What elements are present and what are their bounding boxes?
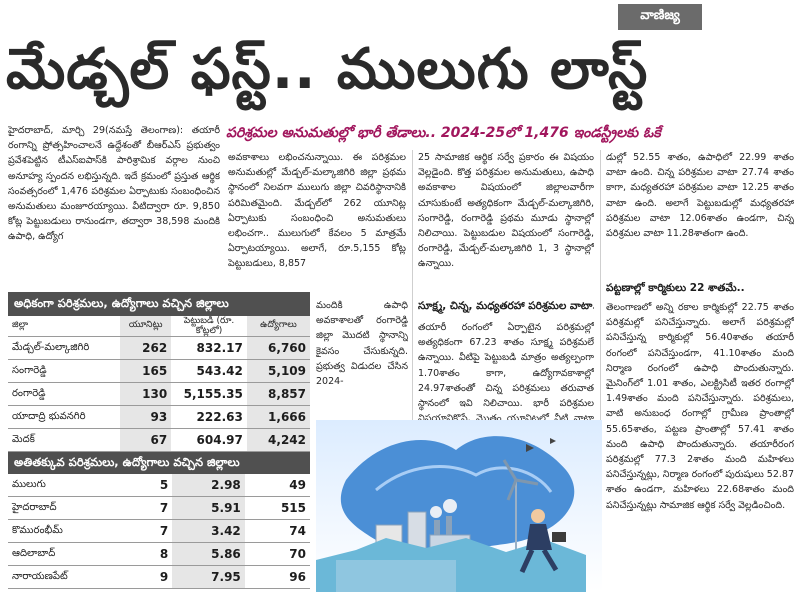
jobs-value: 49 [244,474,310,497]
units-value: 9 [123,565,173,589]
column-divider [600,150,601,590]
investment-value: 7.95 [172,565,245,589]
column-header-jobs: ఉద్యోగాలు [246,316,310,337]
businessman-figure [519,509,566,574]
district-name: కొమురంభీమ్ [8,519,124,543]
column-header-units: యూనిట్లు [120,316,172,337]
table-row: నారాయణపేట్ 9 7.95 96 [8,565,310,589]
district-name: సంగారెడ్డి [8,359,121,383]
column-header-district: జిల్లా [8,316,121,337]
investment-value: 5.91 [172,496,245,520]
section-heading-workers: పట్టణాల్లో కార్మికులు 22 శాతమే.. [606,282,745,294]
table-row: మేడ్చల్-మల్కాజిగిరి 262 832.17 6,760 [8,336,310,360]
table-row: సంగారెడ్డి 165 543.42 5,109 [8,359,310,383]
article-column-1: హైదరాబాద్, మార్చి 29(నమస్తే తెలంగాణ): తయ… [8,125,220,243]
table-row: ఆదిలాబాద్ 8 5.86 70 [8,542,310,566]
units-value: 67 [120,428,172,452]
article-column-3: 25 సామాజిక ఆర్థిక సర్వే ప్రకారం ఈ విషయం … [418,152,594,270]
district-name: మేడ్చల్-మల్కాజిగిరి [8,336,121,360]
investment-value: 222.63 [171,405,247,429]
column-divider [412,150,413,420]
investment-value: 604.97 [171,428,247,452]
district-name: హైదరాబాద్ [8,496,124,520]
article-column-2: అవకాశాలు లభించనున్నాయి. ఈ పరిశ్రమల అనుమత… [228,152,406,270]
district-name: మెదక్ [8,428,121,452]
investment-value: 2.98 [172,474,245,497]
investment-value: 5,155.35 [171,382,247,406]
headline: మేడ్చల్ ఫస్ట్.. ములుగు లాస్ట్ [6,37,649,102]
industry-illustration-graphic [316,420,602,592]
investment-value: 543.42 [171,359,247,383]
jobs-value: 4,242 [246,428,310,452]
jobs-value: 74 [244,519,310,543]
district-name: యాదాద్రి భువనగిరి [8,405,121,429]
subheadline: పరిశ్రమల అనుమతుల్లో భారీ తేడాలు.. 2024-2… [226,125,661,141]
district-name: ములుగు [8,474,124,497]
jobs-value: 96 [244,565,310,589]
bottom-districts-table-block: అతితక్కువ పరిశ్రమలు, ఉద్యోగాలు వచ్చిన జి… [8,452,310,589]
units-value: 130 [120,382,172,406]
table-row: హైదరాబాద్ 7 5.91 515 [8,496,310,520]
section-heading-msme: సూక్ష్మ, చిన్న, మధ్యతరహా పరిశ్రమల వాటా.. [418,300,594,312]
article-column-4: డుల్లో 52.55 శాతం, ఉపాధిలో 22.99 శాతం వా… [606,152,794,240]
units-value: 7 [123,496,173,520]
jobs-value: 515 [244,496,310,520]
table-row: కొమురంభీమ్ 7 3.42 74 [8,519,310,543]
article-column-2-continued: మందికి ఉపాధి అవకాశాలతో రంగారెడ్డి జిల్లా… [316,300,408,388]
bottom-districts-table-title: అతితక్కువ పరిశ్రమలు, ఉద్యోగాలు వచ్చిన జి… [8,452,310,474]
jobs-value: 5,109 [246,359,310,383]
column-header-investment: పెట్టుబడి (రూ. కోట్లలో) [171,316,247,337]
top-districts-table: జిల్లా యూనిట్లు పెట్టుబడి (రూ. కోట్లలో) … [8,316,310,452]
jobs-value: 70 [244,542,310,566]
investment-value: 832.17 [171,336,247,360]
investment-value: 3.42 [172,519,245,543]
district-name: నారాయణపేట్ [8,565,124,589]
units-value: 5 [123,474,173,497]
table-header-row: జిల్లా యూనిట్లు పెట్టుబడి (రూ. కోట్లలో) … [8,316,310,337]
district-name: రంగారెడ్డి [8,382,121,406]
article-column-4-continued: తెలంగాణలో అన్ని రకాల కార్మికుల్లో 22.75 … [606,302,794,511]
investment-value: 5.86 [172,542,245,566]
units-value: 262 [120,336,172,360]
article-column-3-continued: తయారీ రంగంలో ఏర్పాటైన పరిశ్రమల్లో అత్యధి… [418,322,594,420]
section-tag: వాణిజ్య [618,4,702,30]
units-value: 93 [120,405,172,429]
units-value: 165 [120,359,172,383]
industry-illustration [316,420,602,592]
jobs-value: 1,666 [246,405,310,429]
table-row: యాదాద్రి భువనగిరి 93 222.63 1,666 [8,405,310,429]
top-districts-table-block: అధికంగా పరిశ్రమలు, ఉద్యోగాలు వచ్చిన జిల్… [8,292,310,452]
table-row: రంగారెడ్డి 130 5,155.35 8,857 [8,382,310,406]
district-name: ఆదిలాబాద్ [8,542,124,566]
top-districts-table-title: అధికంగా పరిశ్రమలు, ఉద్యోగాలు వచ్చిన జిల్… [8,292,310,316]
table-row: మెదక్ 67 604.97 4,242 [8,428,310,452]
units-value: 8 [123,542,173,566]
jobs-value: 6,760 [246,336,310,360]
bottom-districts-table: ములుగు 5 2.98 49 హైదరాబాద్ 7 5.91 515 కొమురంభీమ్… [8,474,310,589]
jobs-value: 8,857 [246,382,310,406]
table-row: ములుగు 5 2.98 49 [8,474,310,497]
units-value: 7 [123,519,173,543]
